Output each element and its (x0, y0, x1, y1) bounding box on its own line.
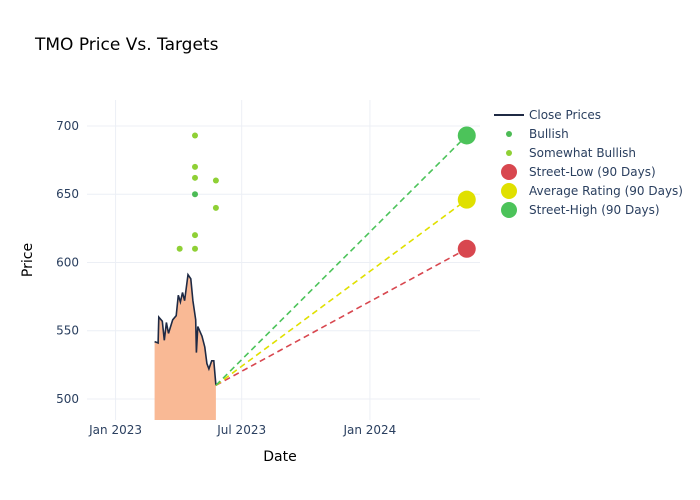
x-tick-label: Jan 2024 (342, 423, 396, 437)
y-tick-label: 550 (56, 324, 79, 338)
target-marker-avg (457, 190, 476, 209)
y-tick-label: 500 (56, 392, 79, 406)
y-tick-label: 700 (56, 119, 79, 133)
legend-marker-icon (506, 131, 512, 137)
legend-marker-icon (501, 183, 517, 199)
legend-marker-icon (501, 202, 517, 218)
target-line-high (215, 134, 468, 386)
target-line-avg (215, 199, 468, 386)
target-line-low (215, 248, 468, 387)
x-tick-label: Jan 2023 (88, 423, 142, 437)
target-marker-low (457, 239, 476, 258)
somewhat-bullish-point (192, 174, 199, 181)
somewhat-bullish-point (212, 177, 219, 184)
y-axis-label: Price (20, 243, 36, 277)
legend[interactable]: Close Prices Bullish Somewhat Bullish Stree… (494, 108, 683, 218)
legend-item-label: Street-Low (90 Days) (529, 165, 656, 179)
legend-item-label: Somewhat Bullish (529, 146, 636, 160)
x-tick-label: Jul 2023 (216, 423, 266, 437)
legend-item-label: Street-High (90 Days) (529, 203, 660, 217)
y-tick-label: 600 (56, 255, 79, 269)
somewhat-bullish-point (192, 163, 199, 170)
legend-item-label: Close Prices (529, 108, 601, 122)
legend-item-label: Average Rating (90 Days) (529, 184, 683, 198)
somewhat-bullish-point (212, 204, 219, 211)
x-axis-label: Date (263, 449, 296, 465)
somewhat-bullish-point (192, 232, 199, 239)
legend-marker-icon (506, 150, 512, 156)
legend-marker-icon (501, 164, 517, 180)
legend-item-label: Bullish (529, 127, 569, 141)
chart-title: TMO Price Vs. Targets (34, 35, 219, 55)
somewhat-bullish-point (192, 245, 199, 252)
y-tick-label: 650 (56, 187, 79, 201)
target-marker-high (457, 126, 476, 145)
bullish-point (192, 191, 199, 198)
somewhat-bullish-point (176, 245, 183, 252)
somewhat-bullish-point (192, 132, 199, 139)
close-price-area (154, 274, 216, 420)
close-price-line (154, 272, 217, 386)
